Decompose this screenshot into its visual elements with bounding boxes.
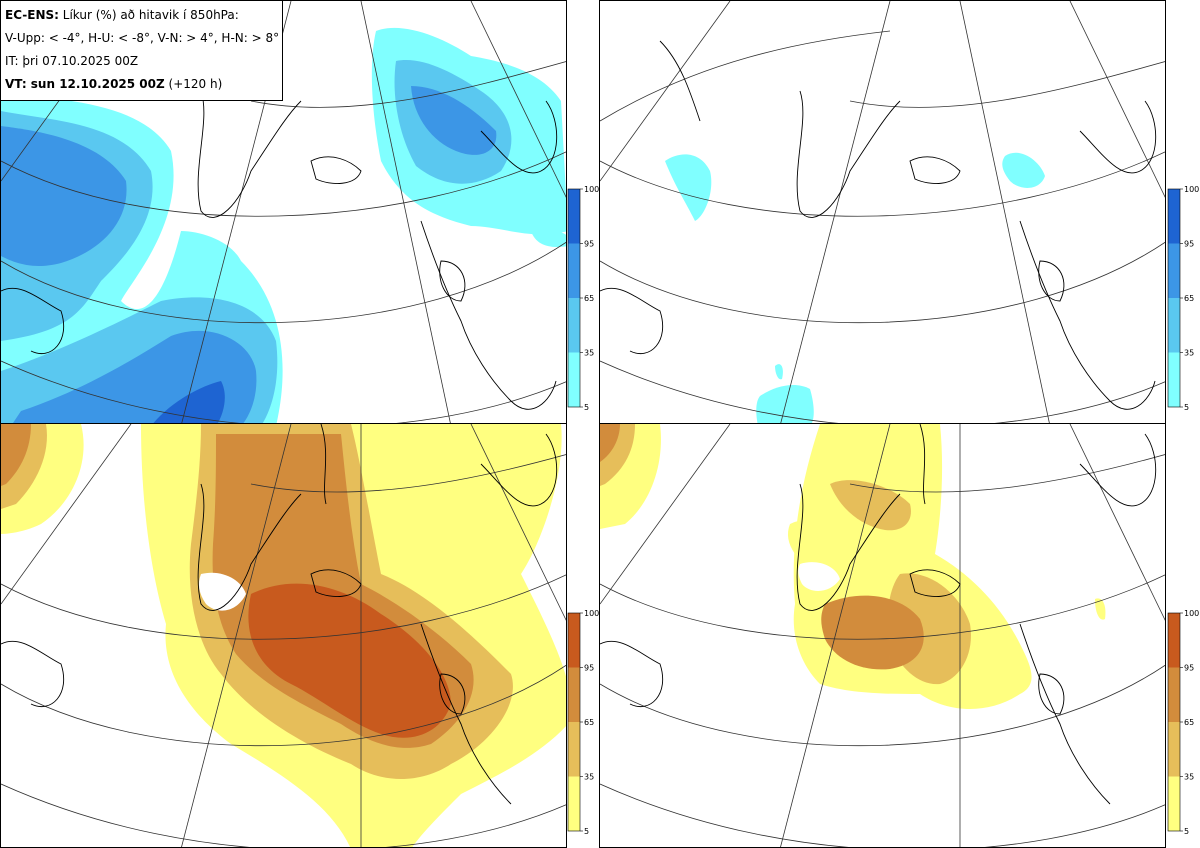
probability-band-5	[531, 228, 566, 248]
map-panel-lower-right	[599, 423, 1166, 848]
white-gap	[798, 562, 840, 591]
colorbar-tick-label: 100	[1184, 185, 1199, 194]
colorbar-tick-label: 35	[1184, 349, 1194, 358]
colorbar-segment	[1168, 189, 1180, 244]
probability-band-95	[248, 583, 451, 738]
title-description: Líkur (%) að hitavik í 850hPa:	[62, 8, 239, 22]
colorbar-segment	[568, 352, 580, 407]
colorbar-tick-label: 100	[1184, 609, 1199, 618]
map-panel-lower-left	[0, 423, 567, 848]
probability-band-5	[1095, 598, 1106, 620]
graticule	[1, 424, 566, 847]
valid-time: VT: sun 12.10.2025 00Z	[5, 77, 165, 91]
colorbar-tick-label: 65	[1184, 294, 1194, 303]
probability-band-5	[756, 385, 814, 424]
colorbar-tick-label: 35	[584, 773, 594, 782]
colorbar-segment	[568, 243, 580, 298]
colorbar-tick-label: 5	[584, 827, 589, 836]
colorbar-segment	[568, 298, 580, 353]
colorbar-tick-label: 65	[584, 294, 594, 303]
probability-band-65	[600, 424, 620, 462]
colorbar-upper-left: 100 95 65 35 5	[567, 185, 599, 412]
colorbar-tick-label: 5	[1184, 827, 1189, 836]
map-panel-upper-right	[599, 0, 1166, 425]
coastline	[600, 40, 1157, 410]
colorbar-tick-label: 5	[1184, 403, 1189, 412]
threshold-definitions: V-Upp: < -4°, H-U: < -8°, V-N: > 4°, H-N…	[5, 31, 280, 45]
colorbar-segment	[1168, 722, 1180, 777]
coastline	[1, 424, 558, 805]
probability-band-5	[787, 520, 835, 561]
probability-band-65	[1, 424, 31, 486]
probability-band-95	[152, 381, 225, 424]
coastline	[600, 424, 1157, 805]
probability-band-5	[775, 364, 783, 380]
probability-band-95	[12, 149, 102, 235]
colorbar-segment	[1168, 298, 1180, 353]
colorbar-tick-label: 100	[584, 609, 599, 618]
colorbar-lower-left: 100 95 65 35 5	[567, 609, 599, 836]
initial-time: IT: þri 07.10.2025 00Z	[5, 54, 139, 68]
map-panel-upper-left: EC-ENS: Líkur (%) að hitavik í 850hPa: V…	[0, 0, 567, 425]
colorbar-tick-label: 100	[584, 185, 599, 194]
probability-band-65	[411, 86, 497, 155]
colorbar-segment	[1168, 776, 1180, 831]
title-box: EC-ENS: Líkur (%) að hitavik í 850hPa: V…	[1, 1, 283, 101]
colorbar-tick-label: 5	[584, 403, 589, 412]
colorbar-segment	[568, 613, 580, 668]
colorbar-tick-label: 65	[584, 718, 594, 727]
probability-band-5	[1002, 152, 1045, 188]
lead-time: (+120 h)	[168, 77, 223, 91]
colorbar-segment	[568, 776, 580, 831]
colorbar-tick-label: 95	[1184, 240, 1194, 249]
graticule	[600, 1, 1165, 424]
probability-band-5	[665, 154, 712, 221]
colorbar-upper-right: 100 95 65 35 5	[1167, 185, 1199, 412]
probability-band-35	[830, 480, 911, 531]
colorbar-segment	[568, 189, 580, 244]
probability-band-65	[821, 595, 924, 670]
colorbar-tick-label: 35	[584, 349, 594, 358]
colorbar-tick-label: 35	[1184, 773, 1194, 782]
colorbar-tick-label: 65	[1184, 718, 1194, 727]
white-gap	[198, 572, 246, 611]
colorbar-segment	[1168, 667, 1180, 722]
colorbar-lower-right: 100 95 65 35 5	[1167, 609, 1199, 836]
colorbar-segment	[568, 722, 580, 777]
colorbar-tick-label: 95	[584, 664, 594, 673]
model-name: EC-ENS:	[5, 8, 59, 22]
graticule	[600, 424, 1165, 847]
colorbar-segment	[1168, 613, 1180, 668]
colorbar-tick-label: 95	[1184, 664, 1194, 673]
colorbar-segment	[1168, 243, 1180, 298]
colorbar-tick-label: 95	[584, 240, 594, 249]
colorbar-segment	[568, 667, 580, 722]
colorbar-segment	[1168, 352, 1180, 407]
